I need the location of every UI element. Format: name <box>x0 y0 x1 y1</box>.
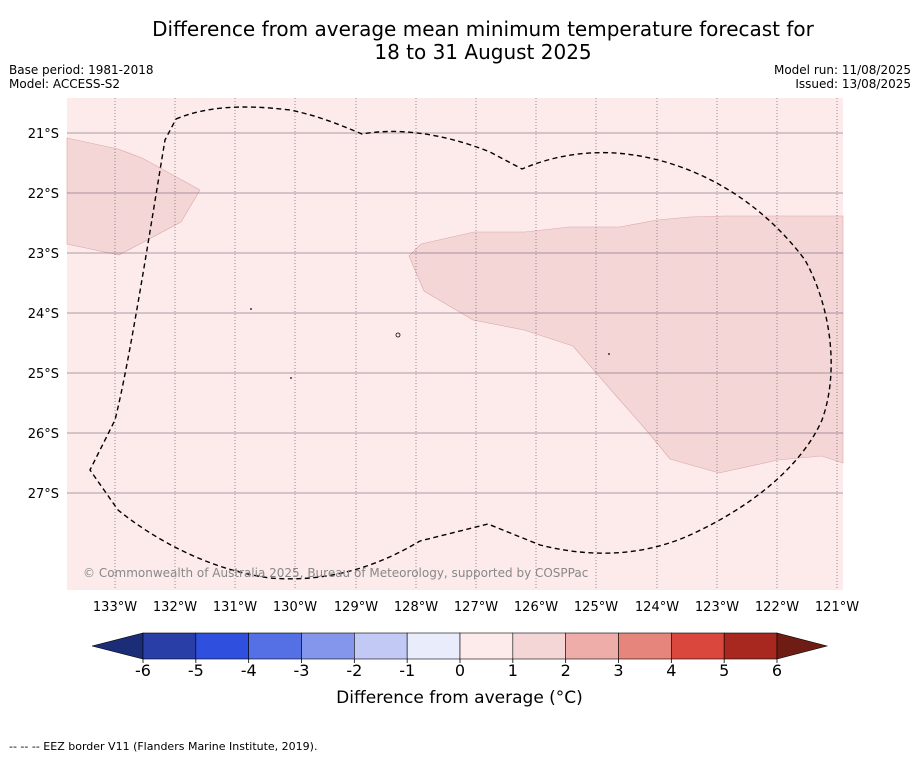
map-title: Difference from average mean minimum tem… <box>0 18 919 64</box>
eez-border <box>89 106 832 580</box>
anomaly-region-east <box>408 215 844 474</box>
colorbar-tick-label: 4 <box>666 661 676 680</box>
longitude-label: 131°W <box>213 600 257 615</box>
colorbar-swatch <box>723 632 778 660</box>
latitude-label: 22°S <box>28 187 59 202</box>
island-mark <box>250 308 252 310</box>
latitude-labels: 21°S 22°S 23°S 24°S 25°S 26°S 27°S <box>28 127 59 502</box>
longitude-label: 132°W <box>153 600 197 615</box>
latitude-label: 23°S <box>28 247 59 262</box>
latitude-label: 27°S <box>28 487 59 502</box>
longitude-label: 125°W <box>574 600 618 615</box>
longitude-labels: 133°W 132°W 131°W 130°W 129°W 128°W 127°W 126°W… <box>93 600 859 615</box>
latitude-label: 25°S <box>28 367 59 382</box>
longitude-label: 129°W <box>334 600 378 615</box>
copyright-text: © Commonwealth of Australia 2025, Bureau… <box>83 566 588 580</box>
colorbar-swatch <box>565 632 619 660</box>
island-mark <box>608 353 610 355</box>
latitude-label: 21°S <box>28 127 59 142</box>
colorbar-tick-label: 5 <box>719 661 729 680</box>
colorbar-tick-label: 2 <box>561 661 571 680</box>
longitude-label: 127°W <box>454 600 498 615</box>
colorbar-swatch <box>671 632 725 660</box>
colorbar-swatch <box>406 632 461 660</box>
base-period: Base period: 1981-2018 <box>9 63 154 77</box>
colorbar-ticks: -6 -5 -4 -3 -2 -1 0 1 2 3 4 5 6 <box>135 659 782 680</box>
meta-left: Base period: 1981-2018 Model: ACCESS-S2 <box>9 63 154 91</box>
longitude-label: 126°W <box>514 600 558 615</box>
longitude-label: 124°W <box>635 600 679 615</box>
colorbar-tick-label: -5 <box>188 661 204 680</box>
colorbar-swatch <box>354 632 408 660</box>
colorbar-tick-label: 0 <box>455 661 465 680</box>
colorbar-label: Difference from average (°C) <box>336 688 583 708</box>
title-line-2: 18 to 31 August 2025 <box>374 40 592 64</box>
colorbar-swatch <box>248 632 302 660</box>
longitude-label: 133°W <box>93 600 137 615</box>
colorbar-tick-label: -3 <box>294 661 310 680</box>
longitude-label: 123°W <box>695 600 739 615</box>
latitude-label: 26°S <box>28 427 59 442</box>
longitude-label: 130°W <box>273 600 317 615</box>
colorbar-under-arrow <box>91 632 144 660</box>
colorbar-swatch <box>142 632 197 660</box>
colorbar-tick-label: 6 <box>772 661 782 680</box>
anomaly-region-west <box>66 137 201 256</box>
graticule <box>67 98 843 590</box>
longitude-label: 128°W <box>394 600 438 615</box>
eez-legend: -- -- -- EEZ border V11 (Flanders Marine… <box>9 740 318 753</box>
colorbar-tick-label: -6 <box>135 661 151 680</box>
colorbar-swatch <box>459 632 514 660</box>
colorbar-swatch <box>195 632 249 660</box>
colorbar <box>91 632 829 660</box>
colorbar-over-arrow <box>776 632 829 660</box>
model-run: Model run: 11/08/2025 <box>773 63 911 77</box>
longitude-label: 121°W <box>815 600 859 615</box>
latitude-label: 24°S <box>28 307 59 322</box>
title-line-1: Difference from average mean minimum tem… <box>152 17 814 41</box>
island-mark <box>395 332 401 338</box>
colorbar-tick-label: 1 <box>508 661 518 680</box>
colorbar-swatch <box>301 632 355 660</box>
longitude-label: 122°W <box>755 600 799 615</box>
model-name: Model: ACCESS-S2 <box>9 77 121 91</box>
colorbar-swatch <box>512 632 566 660</box>
colorbar-tick-label: -1 <box>399 661 415 680</box>
colorbar-tick-label: -2 <box>346 661 362 680</box>
meta-right: Model run: 11/08/2025 Issued: 13/08/2025 <box>774 63 911 91</box>
colorbar-tick-label: 3 <box>613 661 623 680</box>
island-mark <box>290 377 292 379</box>
colorbar-swatch <box>618 632 672 660</box>
issued-date: Issued: 13/08/2025 <box>795 77 911 91</box>
colorbar-tick-label: -4 <box>241 661 257 680</box>
